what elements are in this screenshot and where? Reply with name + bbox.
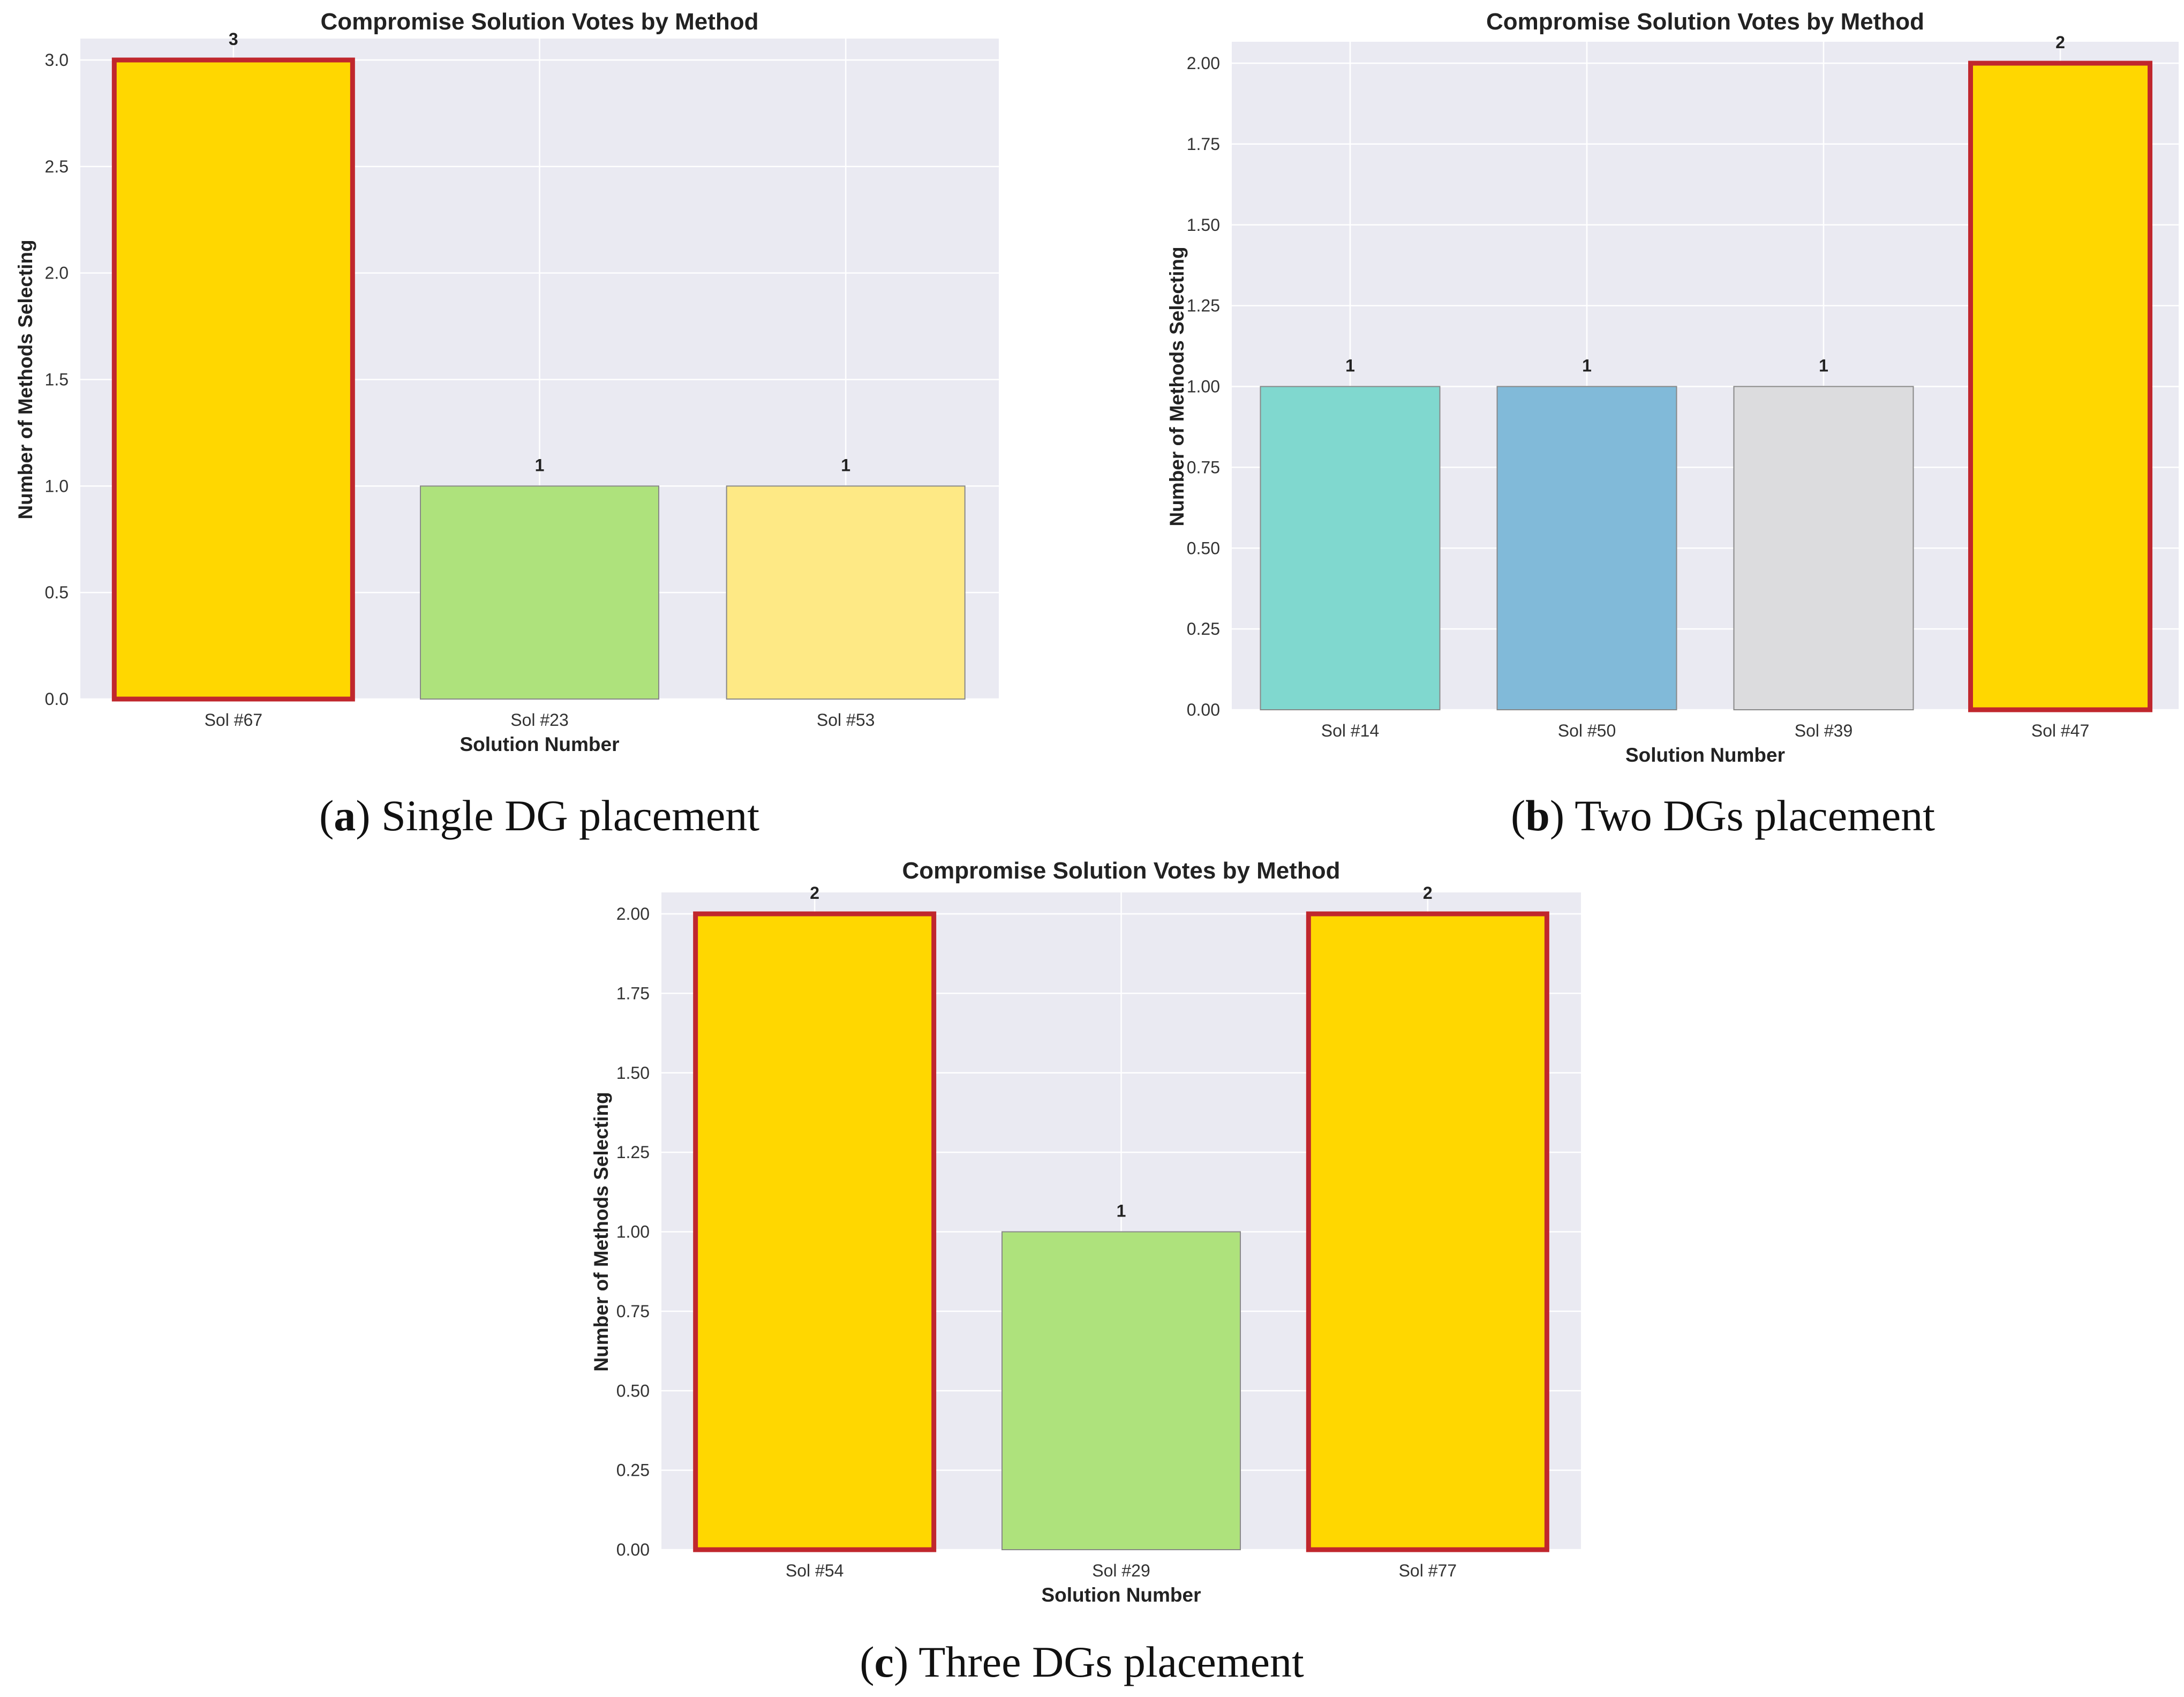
x-tick-label: Sol #29 [1092, 1561, 1150, 1580]
chart-panel-c: 0.00 0.25 0.50 0.75 1.00 1.25 1.50 1.75 2.00 2 Sol… [590, 858, 1581, 1686]
bar-sol54 [693, 911, 937, 1552]
caption-text: Three DGs placement [908, 1638, 1304, 1686]
chart-title: Compromise Solution Votes by Method [320, 9, 758, 35]
y-tick-label: 1.75 [616, 983, 650, 1003]
caption-text: Single DG placement [371, 791, 760, 840]
caption-paren-open: ( [1511, 791, 1525, 840]
bar-sol47 [1968, 61, 2152, 712]
y-tick-label: 2.0 [45, 264, 69, 283]
x-tick-label: Sol #23 [510, 710, 569, 730]
x-tick-label: Sol #39 [1795, 721, 1853, 740]
y-tick-label: 0.5 [45, 583, 69, 602]
y-axis-title: Number of Methods Selecting [590, 1092, 612, 1371]
x-tick-label: Sol #67 [205, 710, 263, 730]
bar-sol29 [1001, 1231, 1241, 1550]
chart-panel-a: 0.0 0.5 1.0 1.5 2.0 2.5 3.0 3 Sol #67 1 Sol #23 1 So… [14, 9, 999, 840]
panel-caption: (c) Three DGs placement [860, 1638, 1304, 1686]
y-tick-label: 1.0 [45, 476, 69, 495]
y-tick-label: 0.00 [616, 1540, 650, 1559]
y-tick-label: 1.75 [1187, 134, 1220, 154]
value-label: 1 [1582, 356, 1592, 376]
value-label: 1 [1117, 1202, 1126, 1221]
value-label: 2 [2055, 33, 2065, 52]
value-label: 1 [841, 455, 850, 475]
y-tick-label: 0.25 [1187, 619, 1220, 639]
x-axis-title: Solution Number [1625, 744, 1785, 766]
panel-caption: (a) Single DG placement [319, 791, 759, 840]
x-axis-title: Solution Number [460, 733, 619, 755]
y-tick-label: 1.00 [616, 1222, 650, 1242]
value-label: 1 [535, 455, 545, 475]
x-tick-label: Sol #53 [817, 710, 875, 730]
panel-caption: (b) Two DGs placement [1511, 791, 1935, 840]
x-tick-label: Sol #14 [1321, 721, 1380, 740]
y-tick-label: 1.25 [1187, 296, 1220, 316]
y-axis-title: Number of Methods Selecting [14, 239, 36, 519]
chart-panel-b: 0.00 0.25 0.50 0.75 1.00 1.25 1.50 1.75 2.00 1 Sol… [1166, 9, 2179, 840]
value-label: 3 [229, 29, 238, 49]
y-tick-label: 0.00 [1187, 700, 1220, 719]
caption-paren-close: ) [356, 791, 370, 840]
y-tick-label: 1.5 [45, 370, 69, 389]
value-label: 2 [810, 883, 819, 903]
y-axis-title: Number of Methods Selecting [1166, 246, 1188, 526]
y-tick-label: 1.25 [616, 1143, 650, 1162]
y-tick-label: 1.50 [1187, 215, 1220, 235]
y-tick-label: 0.50 [616, 1381, 650, 1400]
chart-title: Compromise Solution Votes by Method [1486, 9, 1924, 35]
caption-paren-open: ( [860, 1638, 874, 1686]
value-label: 2 [1423, 883, 1433, 903]
caption-paren-close: ) [1550, 791, 1564, 840]
y-tick-label: 3.0 [45, 50, 69, 70]
caption-paren-open: ( [319, 791, 334, 840]
y-tick-label: 1.50 [616, 1063, 650, 1083]
y-tick-label: 0.25 [616, 1461, 650, 1480]
caption-letter: a [334, 791, 356, 840]
y-tick-label: 2.5 [45, 157, 69, 176]
bar-sol23 [420, 485, 659, 700]
y-tick-label: 2.00 [616, 904, 650, 923]
caption-letter: b [1525, 791, 1550, 840]
x-tick-label: Sol #77 [1399, 1561, 1457, 1580]
bar-sol39 [1733, 386, 1914, 710]
chart-title: Compromise Solution Votes by Method [902, 858, 1340, 884]
caption-text: Two DGs placement [1564, 791, 1935, 840]
bar-sol53 [726, 485, 966, 700]
x-tick-label: Sol #47 [2031, 721, 2090, 740]
bar-sol67 [111, 57, 355, 702]
y-tick-label: 0.75 [616, 1302, 650, 1321]
bar-sol77 [1306, 911, 1549, 1552]
y-tick-label: 0.50 [1187, 538, 1220, 558]
caption-paren-close: ) [894, 1638, 908, 1686]
x-tick-label: Sol #54 [786, 1561, 844, 1580]
bar-sol50 [1496, 386, 1677, 710]
y-tick-label: 2.00 [1187, 54, 1220, 73]
value-label: 1 [1819, 356, 1828, 376]
value-label: 1 [1345, 356, 1355, 376]
x-tick-label: Sol #50 [1558, 721, 1616, 740]
bar-sol14 [1260, 386, 1441, 710]
caption-letter: c [875, 1638, 894, 1686]
x-axis-title: Solution Number [1041, 1584, 1201, 1606]
y-tick-label: 0.75 [1187, 457, 1220, 477]
y-tick-label: 0.0 [45, 689, 69, 709]
y-tick-label: 1.00 [1187, 377, 1220, 396]
